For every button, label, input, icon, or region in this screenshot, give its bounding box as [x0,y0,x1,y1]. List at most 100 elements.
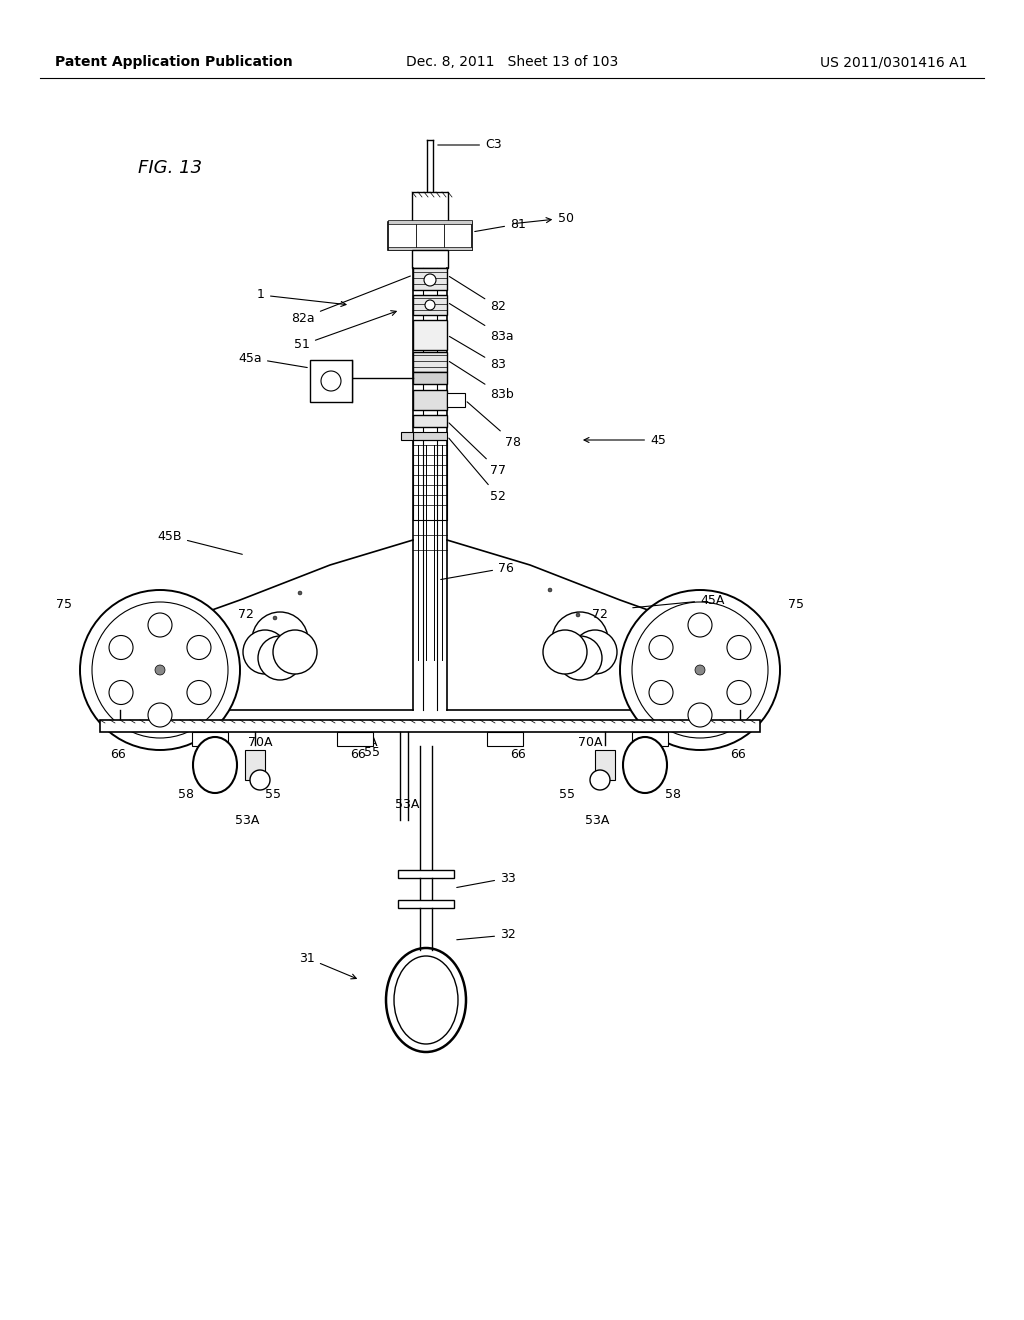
Bar [337,733,373,746]
Circle shape [187,635,211,660]
Circle shape [543,630,587,675]
Text: 77: 77 [449,422,506,477]
Circle shape [273,630,317,675]
Text: 66: 66 [510,747,525,760]
Ellipse shape [623,737,667,793]
Text: US 2011/0301416 A1: US 2011/0301416 A1 [820,55,968,69]
Circle shape [243,630,287,675]
Circle shape [727,635,751,660]
Circle shape [298,591,302,595]
Circle shape [109,635,133,660]
Text: Patent Application Publication: Patent Application Publication [55,55,293,69]
Text: 70A: 70A [578,737,602,750]
Text: 45A: 45A [633,594,724,607]
Bar [401,432,413,440]
Bar [413,319,447,350]
Circle shape [250,770,270,789]
Bar [413,389,447,411]
Text: FIG. 13: FIG. 13 [138,158,202,177]
Text: 78: 78 [467,401,521,449]
Circle shape [727,681,751,705]
Text: 82: 82 [450,276,506,314]
Text: 53A: 53A [234,813,259,826]
Text: 32: 32 [457,928,516,941]
Circle shape [688,704,712,727]
Circle shape [649,681,673,705]
Circle shape [424,275,436,286]
Text: 52: 52 [449,438,506,503]
Bar [413,432,447,440]
Text: 58: 58 [665,788,681,801]
Circle shape [148,612,172,638]
Text: 55: 55 [265,788,281,801]
Bar [632,733,668,746]
Text: 50: 50 [513,211,574,224]
Text: 66: 66 [110,747,126,760]
Circle shape [688,612,712,638]
Circle shape [649,635,673,660]
Bar [388,247,472,249]
Text: 55: 55 [559,788,575,801]
Bar [413,352,447,372]
Bar [447,393,465,407]
Bar [398,870,454,878]
Bar [310,360,352,403]
Ellipse shape [193,737,237,793]
Text: 82a: 82a [292,276,411,325]
Bar [595,750,615,780]
Text: 81: 81 [475,218,526,231]
Text: 66: 66 [350,747,366,760]
Text: 55: 55 [364,746,380,759]
Text: 83b: 83b [450,362,514,401]
Circle shape [558,636,602,680]
Bar [413,294,447,315]
Text: 53A: 53A [395,799,420,812]
Text: 75: 75 [56,598,72,611]
Bar [413,414,447,426]
Circle shape [187,681,211,705]
Text: 70A: 70A [248,737,272,750]
Text: Dec. 8, 2011   Sheet 13 of 103: Dec. 8, 2011 Sheet 13 of 103 [406,55,618,69]
Text: 45B: 45B [158,529,243,554]
Circle shape [425,300,435,310]
Circle shape [573,630,617,675]
Circle shape [590,770,610,789]
Text: 45a: 45a [239,351,307,367]
Bar [193,733,228,746]
Bar [413,440,447,520]
Text: 66: 66 [730,747,745,760]
Bar [487,733,523,746]
Circle shape [155,665,165,675]
Circle shape [695,665,705,675]
Text: 58: 58 [178,788,194,801]
Text: 45: 45 [584,433,666,446]
Ellipse shape [394,956,458,1044]
Bar [245,750,265,780]
Text: 1: 1 [257,289,346,306]
Circle shape [575,612,580,616]
Circle shape [80,590,240,750]
Circle shape [273,616,278,620]
Bar [398,900,454,908]
Text: 70A: 70A [353,735,378,748]
Circle shape [620,590,780,750]
Bar [413,268,447,290]
Bar [413,372,447,384]
Text: 76: 76 [440,561,514,579]
Text: 72: 72 [238,609,254,622]
Circle shape [252,612,308,668]
Text: C3: C3 [438,139,502,152]
Circle shape [258,636,302,680]
Text: 51: 51 [294,310,396,351]
Bar [100,719,760,733]
Text: 53A: 53A [585,813,609,826]
Bar [388,222,472,249]
Text: 33: 33 [457,871,516,887]
Text: 31: 31 [299,952,356,979]
Circle shape [548,587,552,591]
Bar [412,191,449,222]
Circle shape [552,612,608,668]
Text: 83a: 83a [450,304,514,342]
Bar [412,249,449,268]
Circle shape [148,704,172,727]
